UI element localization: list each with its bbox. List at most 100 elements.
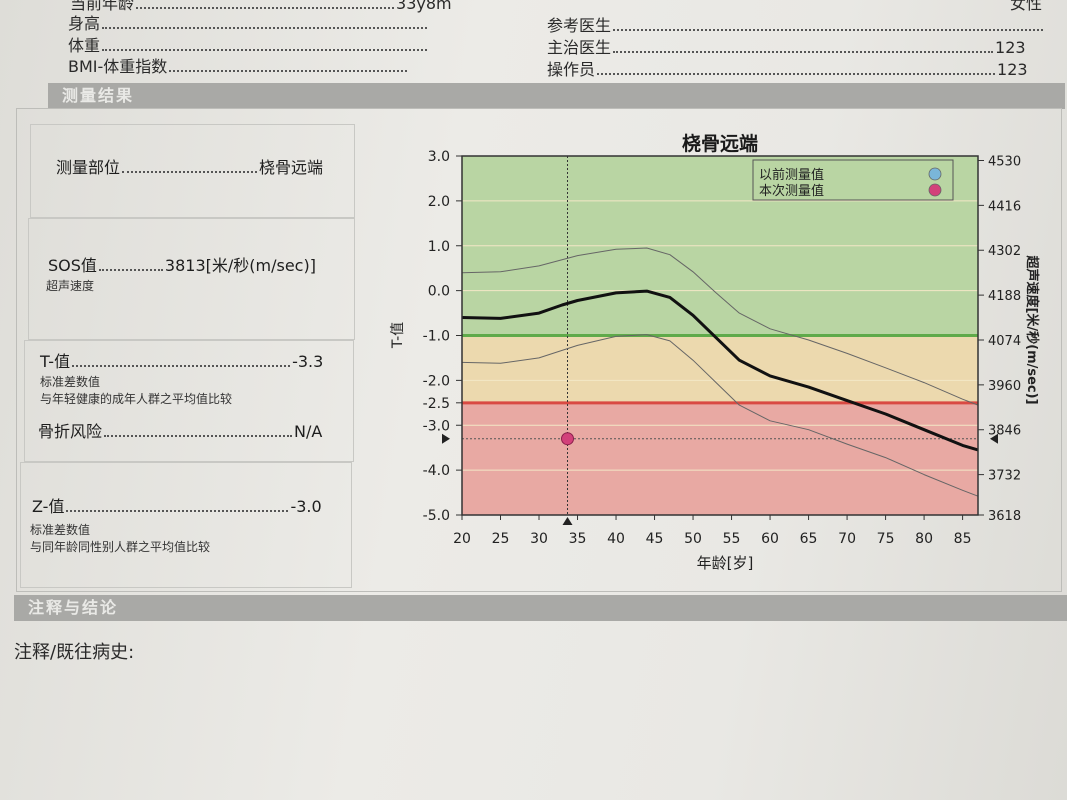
y-tick-label-8: -4.0 (423, 463, 450, 479)
zone-band-2 (462, 402, 978, 515)
y2-tick-label-4: 4074 (988, 334, 1021, 349)
site-box (30, 124, 355, 218)
y2-tick-label-8: 3618 (988, 509, 1021, 524)
tscore-value: -3.3 (292, 352, 324, 371)
zscore-label: Z-值 (32, 497, 65, 516)
weight-label: 体重 (68, 36, 101, 55)
age-label: 当前年龄 (70, 0, 135, 13)
x-tick-label-11: 75 (877, 531, 895, 547)
y2-axis-label: 超声速度[米/秒(m/sec)] (1024, 255, 1040, 404)
x-tick-label-6: 50 (684, 531, 702, 547)
height-row: 身高 (68, 10, 429, 34)
results-section-title: 测量结果 (62, 86, 135, 105)
notes-section-header: 注释与结论 (14, 595, 1067, 621)
zscore-box (20, 462, 352, 588)
current-measurement-point-0 (561, 432, 575, 446)
site-value: 桡骨远端 (259, 158, 324, 177)
tscore-box (24, 340, 354, 462)
x-tick-label-2: 30 (530, 531, 548, 547)
x-tick-label-12: 80 (915, 531, 933, 547)
results-section-header: 测量结果 (48, 83, 1065, 109)
attending-label: 主治医生 (547, 38, 612, 57)
y2-tick-label-5: 3960 (988, 379, 1021, 394)
y-tick-label-5: -2.0 (423, 373, 450, 389)
gender-value: 女性 (1010, 0, 1043, 13)
y2-tick-label-0: 4530 (988, 154, 1021, 169)
age-row: 当前年龄 33y8m (70, 0, 452, 14)
fracture-row: 骨折风险 N/A (38, 418, 322, 442)
height-label: 身高 (68, 14, 101, 33)
x-tick-label-13: 85 (954, 531, 972, 547)
y-tick-label-2: 1.0 (428, 239, 450, 255)
x-tick-label-9: 65 (800, 531, 818, 547)
x-tick-label-5: 45 (646, 531, 664, 547)
zscore-sub: 标准差数值 与同年龄同性别人群之平均值比较 (30, 523, 211, 554)
zscore-row: Z-值 -3.0 (32, 493, 322, 517)
right-pointer-icon (990, 433, 998, 444)
ref-doctor-label: 参考医生 (547, 16, 612, 35)
operator-row: 操作员 123 (547, 56, 1028, 80)
x-tick-label-7: 55 (723, 531, 741, 547)
curve-lower (461, 334, 979, 497)
y2-tick-label-1: 4416 (988, 199, 1021, 214)
y-tick-label-4: -1.0 (423, 329, 450, 345)
bmi-label: BMI-体重指数 (68, 57, 168, 76)
gender-row: 女性 (1010, 0, 1042, 14)
x-axis-label: 年龄[岁] (697, 554, 754, 572)
legend-marker-0 (928, 167, 942, 181)
y-tick-label-0: 3.0 (428, 149, 450, 165)
y-tick-label-3: 0.0 (428, 284, 450, 300)
ref-doctor-row: 参考医生 (547, 12, 1045, 36)
sos-row: SOS值 3813[米/秒(m/sec)] (48, 252, 316, 276)
age-value: 33y8m (396, 0, 452, 13)
operator-label: 操作员 (547, 60, 596, 79)
y2-tick-label-6: 3846 (988, 424, 1021, 439)
sos-sub: 超声速度 (46, 279, 95, 293)
y-tick-label-9: -5.0 (423, 508, 450, 524)
bmi-row: BMI-体重指数 (68, 53, 409, 77)
tscore-label: T-值 (40, 352, 71, 371)
legend-marker-1 (928, 183, 942, 197)
attending-row: 主治医生 123 (547, 34, 1026, 58)
sos-value: 3813[米/秒(m/sec)] (164, 256, 316, 275)
sos-label: SOS值 (48, 256, 97, 275)
y-tick-label-1: 2.0 (428, 194, 450, 210)
history-label: 注释/既往病史: (14, 642, 135, 663)
x-tick-label-1: 25 (492, 531, 510, 547)
weight-row: 体重 (68, 32, 429, 56)
operator-value: 123 (997, 60, 1028, 79)
curve-mean (461, 289, 979, 452)
bottom-pointer-icon (562, 517, 573, 525)
legend-label-1: 本次测量值 (759, 183, 824, 199)
attending-value: 123 (995, 38, 1026, 57)
sos-box (28, 218, 355, 340)
y-axis-label: T-值 (390, 322, 406, 349)
x-tick-label-3: 35 (569, 531, 587, 547)
tscore-chart: 3.02.01.00.0-1.0-2.0-2.5-3.0-4.0-5.04530… (390, 132, 1040, 572)
fracture-value: N/A (294, 422, 323, 441)
y2-tick-label-7: 3732 (988, 469, 1021, 484)
y-tick-label-7: -3.0 (423, 418, 450, 434)
left-pointer-icon (442, 433, 450, 444)
site-row: 测量部位 桡骨远端 (56, 154, 323, 178)
x-tick-label-0: 20 (453, 531, 471, 547)
legend-box (752, 159, 954, 201)
y2-tick-label-2: 4302 (988, 244, 1021, 259)
site-label: 测量部位 (56, 158, 121, 177)
results-panel (16, 108, 1062, 592)
notes-section-title: 注释与结论 (28, 598, 119, 617)
curve-upper (461, 247, 979, 406)
x-tick-label-10: 70 (838, 531, 856, 547)
x-tick-label-8: 60 (761, 531, 779, 547)
tscore-row: T-值 -3.3 (40, 348, 323, 372)
zscore-value: -3.0 (290, 497, 322, 516)
zone-band-1 (462, 335, 978, 403)
y-tick-label-6: -2.5 (423, 396, 450, 412)
chart-title: 桡骨远端 (682, 132, 758, 155)
fracture-label: 骨折风险 (38, 422, 103, 441)
legend-label-0: 以前测量值 (759, 167, 824, 183)
tscore-sub: 标准差数值 与年轻健康的成年人群之平均值比较 (40, 375, 233, 406)
x-tick-label-4: 40 (607, 531, 625, 547)
y2-tick-label-3: 4188 (988, 289, 1021, 304)
